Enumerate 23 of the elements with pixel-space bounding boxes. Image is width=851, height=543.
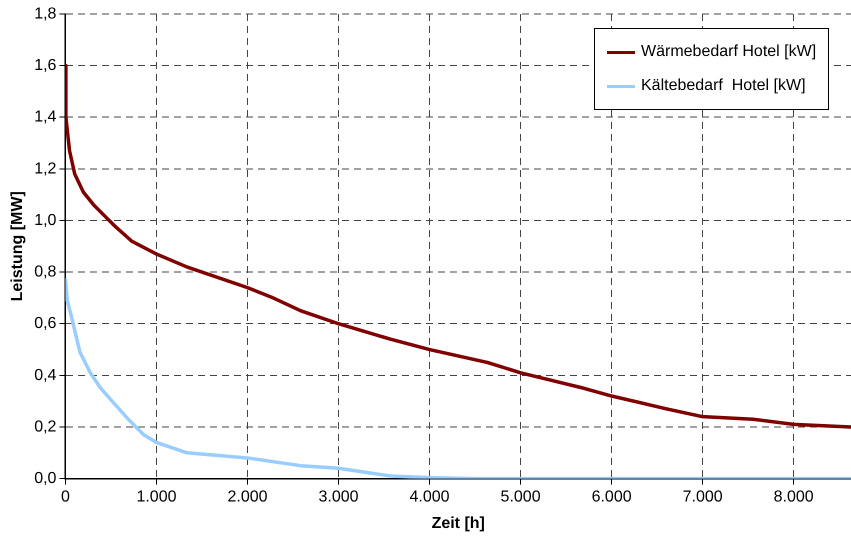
- x-tick-label: 6.000: [592, 488, 632, 506]
- y-tick-label: 0,0: [34, 470, 57, 488]
- y-tick-label: 1,4: [34, 108, 57, 126]
- y-tick-label: 0,8: [34, 264, 57, 281]
- x-tick-label: 7.000: [682, 488, 723, 506]
- x-tick-label: 0: [60, 488, 70, 506]
- y-tick-label: 1,2: [34, 160, 57, 178]
- x-tick-label: 5.000: [500, 488, 541, 506]
- legend-label: Kältebedarf Hotel [kW]: [641, 77, 806, 95]
- y-tick-label: 1,6: [34, 57, 57, 74]
- x-tick-label: 2.000: [227, 488, 268, 506]
- x-tick-label: 1.000: [136, 488, 177, 506]
- y-tick-label: 0,6: [34, 315, 57, 332]
- y-axis-title: Leistung [MW]: [9, 191, 26, 302]
- legend-label: Wärmebedarf Hotel [kW]: [641, 43, 816, 61]
- x-axis-title: Zeit [h]: [432, 514, 485, 532]
- y-tick-label: 1,0: [34, 212, 57, 229]
- x-tick-label: 8.000: [774, 488, 814, 506]
- x-tick-label: 3.000: [318, 488, 359, 506]
- y-tick-label: 0,2: [34, 418, 57, 436]
- x-tick-label: 4.000: [410, 488, 450, 506]
- y-tick-label: 1,8: [34, 5, 57, 22]
- y-tick-label: 0,4: [34, 366, 57, 384]
